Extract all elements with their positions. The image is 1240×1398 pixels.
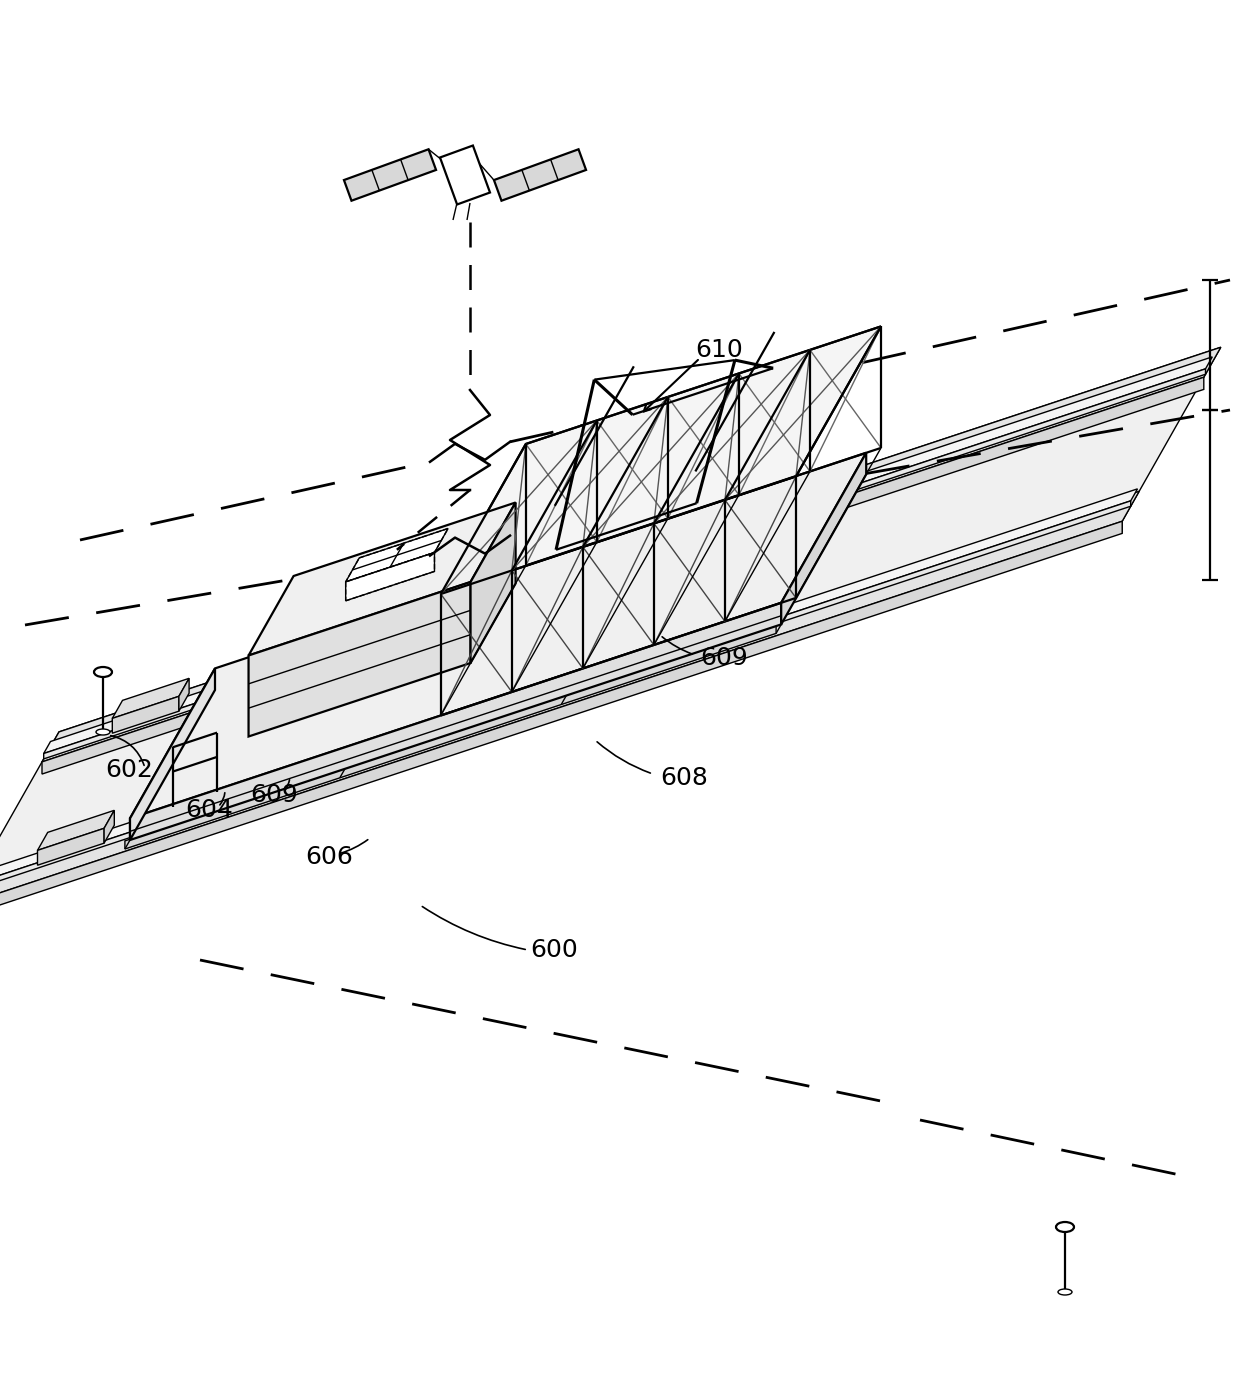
Polygon shape (378, 608, 445, 644)
Polygon shape (130, 453, 867, 818)
Polygon shape (673, 600, 750, 640)
Ellipse shape (179, 797, 190, 804)
Ellipse shape (300, 720, 311, 727)
Ellipse shape (1056, 1222, 1074, 1232)
Polygon shape (222, 772, 233, 804)
Polygon shape (645, 524, 655, 556)
Polygon shape (440, 326, 880, 594)
Polygon shape (304, 723, 381, 762)
Polygon shape (0, 521, 1122, 917)
Polygon shape (378, 590, 455, 630)
Polygon shape (0, 491, 1140, 906)
Polygon shape (445, 590, 455, 624)
Polygon shape (740, 600, 750, 632)
Polygon shape (156, 788, 222, 826)
Polygon shape (156, 772, 233, 811)
Ellipse shape (94, 667, 112, 677)
Polygon shape (37, 829, 104, 865)
Ellipse shape (526, 681, 538, 689)
Polygon shape (298, 639, 308, 672)
Polygon shape (113, 696, 179, 733)
Polygon shape (113, 678, 188, 719)
Polygon shape (816, 467, 826, 500)
Polygon shape (749, 467, 826, 507)
Polygon shape (749, 485, 816, 523)
Polygon shape (579, 524, 655, 563)
Polygon shape (304, 740, 371, 777)
Ellipse shape (552, 636, 563, 644)
Polygon shape (248, 502, 516, 656)
Polygon shape (43, 369, 1205, 759)
Polygon shape (231, 639, 308, 679)
Polygon shape (130, 603, 781, 840)
Ellipse shape (274, 765, 286, 773)
Polygon shape (440, 145, 490, 204)
Polygon shape (0, 500, 1131, 891)
Text: 604: 604 (185, 798, 233, 822)
Polygon shape (0, 489, 1137, 885)
Ellipse shape (229, 706, 241, 714)
Polygon shape (343, 150, 436, 201)
Text: 600: 600 (529, 938, 578, 962)
Polygon shape (494, 150, 587, 201)
Text: 610: 610 (694, 338, 743, 362)
Text: 609: 609 (250, 783, 298, 807)
Polygon shape (781, 453, 867, 625)
Polygon shape (130, 668, 215, 840)
Text: 602: 602 (105, 758, 153, 781)
Polygon shape (503, 656, 580, 696)
Polygon shape (570, 656, 580, 689)
Polygon shape (179, 678, 188, 712)
Polygon shape (37, 811, 114, 850)
Polygon shape (673, 618, 740, 654)
Ellipse shape (401, 723, 412, 731)
Polygon shape (470, 502, 516, 663)
Polygon shape (503, 674, 570, 710)
Ellipse shape (425, 678, 438, 686)
Ellipse shape (451, 633, 463, 640)
Polygon shape (579, 542, 645, 579)
Polygon shape (43, 356, 1213, 754)
Text: 608: 608 (660, 766, 708, 790)
Polygon shape (42, 377, 1204, 774)
Polygon shape (231, 657, 298, 693)
Text: 606: 606 (305, 844, 353, 870)
Polygon shape (0, 347, 1221, 906)
Text: 609: 609 (701, 646, 748, 670)
Polygon shape (248, 582, 470, 737)
Ellipse shape (95, 728, 110, 735)
Polygon shape (371, 723, 381, 755)
Polygon shape (0, 521, 1122, 918)
Ellipse shape (203, 752, 216, 759)
Ellipse shape (1058, 1289, 1073, 1295)
Polygon shape (42, 347, 1221, 762)
Ellipse shape (325, 675, 337, 682)
Polygon shape (125, 625, 776, 849)
Polygon shape (346, 552, 434, 601)
Polygon shape (104, 811, 114, 843)
Ellipse shape (577, 591, 589, 600)
Polygon shape (346, 528, 448, 582)
